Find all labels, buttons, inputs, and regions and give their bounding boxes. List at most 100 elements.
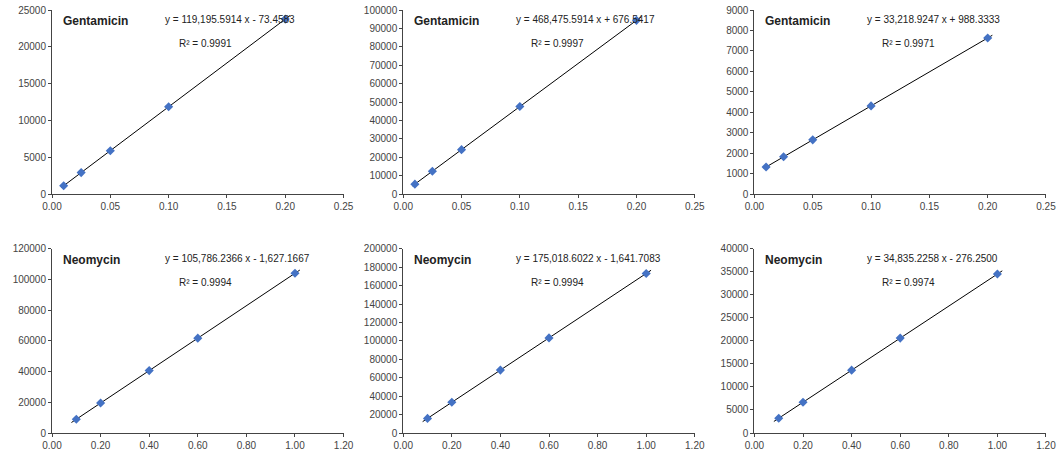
svg-text:20000: 20000	[369, 152, 397, 163]
svg-text:1.00: 1.00	[988, 440, 1008, 451]
svg-text:90000: 90000	[369, 23, 397, 34]
svg-text:0.25: 0.25	[685, 201, 705, 212]
svg-text:25000: 25000	[721, 312, 749, 323]
svg-text:0: 0	[40, 189, 46, 200]
svg-text:0.00: 0.00	[745, 201, 765, 212]
svg-text:1.00: 1.00	[285, 440, 305, 451]
svg-text:0: 0	[743, 428, 749, 439]
svg-text:Neomycin: Neomycin	[63, 253, 120, 267]
svg-text:35000: 35000	[721, 266, 749, 277]
svg-text:0.05: 0.05	[803, 201, 823, 212]
svg-text:140000: 140000	[364, 299, 398, 310]
svg-text:Neomycin: Neomycin	[765, 253, 822, 267]
svg-text:0.80: 0.80	[939, 440, 959, 451]
svg-text:0.05: 0.05	[101, 201, 121, 212]
svg-text:30000: 30000	[721, 289, 749, 300]
svg-text:0.05: 0.05	[452, 201, 472, 212]
svg-text:0.15: 0.15	[920, 201, 940, 212]
svg-text:20000: 20000	[721, 335, 749, 346]
svg-text:0.10: 0.10	[159, 201, 179, 212]
svg-text:120000: 120000	[364, 317, 398, 328]
svg-text:0.20: 0.20	[276, 201, 296, 212]
svg-text:R² = 0.9974: R² = 0.9974	[882, 277, 935, 288]
svg-text:80000: 80000	[369, 41, 397, 52]
svg-text:1000: 1000	[726, 168, 749, 179]
svg-text:1.20: 1.20	[1036, 440, 1056, 451]
svg-text:R² = 0.9971: R² = 0.9971	[882, 38, 935, 49]
svg-text:80000: 80000	[369, 354, 397, 365]
svg-text:y = 175,018.6022 x - 1,641.708: y = 175,018.6022 x - 1,641.7083	[516, 253, 661, 264]
svg-text:0.00: 0.00	[42, 201, 62, 212]
svg-text:Gentamicin: Gentamicin	[765, 14, 830, 28]
svg-text:0.80: 0.80	[588, 440, 608, 451]
svg-text:0.40: 0.40	[139, 440, 159, 451]
svg-text:0.80: 0.80	[237, 440, 257, 451]
svg-text:0.00: 0.00	[42, 440, 62, 451]
svg-text:0: 0	[743, 189, 749, 200]
svg-text:y = 119,195.5914 x - 73.4583: y = 119,195.5914 x - 73.4583	[165, 14, 295, 25]
svg-text:25000: 25000	[18, 5, 46, 16]
svg-text:4000: 4000	[726, 107, 749, 118]
svg-text:40000: 40000	[721, 243, 749, 254]
svg-text:40000: 40000	[369, 391, 397, 402]
svg-text:200000: 200000	[364, 243, 398, 254]
svg-text:5000: 5000	[726, 86, 749, 97]
svg-text:0.00: 0.00	[393, 201, 413, 212]
svg-text:1.20: 1.20	[685, 440, 705, 451]
svg-text:180000: 180000	[364, 262, 398, 273]
svg-text:0.60: 0.60	[539, 440, 559, 451]
svg-text:60000: 60000	[369, 372, 397, 383]
svg-text:100000: 100000	[13, 274, 47, 285]
svg-text:8000: 8000	[726, 25, 749, 36]
svg-text:y = 105,786.2366 x - 1,627.166: y = 105,786.2366 x - 1,627.1667	[165, 253, 310, 264]
svg-text:Gentamicin: Gentamicin	[63, 14, 128, 28]
svg-text:0.60: 0.60	[188, 440, 208, 451]
svg-text:15000: 15000	[18, 78, 46, 89]
svg-text:60000: 60000	[18, 335, 46, 346]
svg-text:0.20: 0.20	[442, 440, 462, 451]
svg-text:y = 468,475.5914 x + 676.5417: y = 468,475.5914 x + 676.5417	[516, 14, 655, 25]
svg-text:50000: 50000	[369, 97, 397, 108]
svg-text:60000: 60000	[369, 78, 397, 89]
svg-text:10000: 10000	[369, 170, 397, 181]
svg-text:0.10: 0.10	[510, 201, 530, 212]
svg-text:40000: 40000	[369, 115, 397, 126]
svg-text:R² = 0.9997: R² = 0.9997	[531, 38, 584, 49]
svg-text:80000: 80000	[18, 305, 46, 316]
svg-text:R² = 0.9994: R² = 0.9994	[179, 277, 232, 288]
svg-text:0.00: 0.00	[745, 440, 765, 451]
svg-text:20000: 20000	[18, 397, 46, 408]
svg-text:40000: 40000	[18, 366, 46, 377]
svg-text:160000: 160000	[364, 280, 398, 291]
svg-text:100000: 100000	[364, 5, 398, 16]
svg-text:0: 0	[392, 428, 398, 439]
svg-text:1.00: 1.00	[636, 440, 656, 451]
svg-text:10000: 10000	[721, 381, 749, 392]
svg-text:1.20: 1.20	[334, 440, 354, 451]
svg-text:7000: 7000	[726, 45, 749, 56]
svg-text:0.25: 0.25	[1036, 201, 1056, 212]
svg-text:3000: 3000	[726, 127, 749, 138]
svg-text:0.25: 0.25	[334, 201, 354, 212]
svg-text:0.40: 0.40	[491, 440, 511, 451]
svg-text:0: 0	[392, 189, 398, 200]
svg-text:R² = 0.9991: R² = 0.9991	[179, 38, 232, 49]
svg-text:10000: 10000	[18, 115, 46, 126]
svg-text:20000: 20000	[369, 409, 397, 420]
svg-text:9000: 9000	[726, 5, 749, 16]
svg-text:0.15: 0.15	[217, 201, 237, 212]
svg-text:100000: 100000	[364, 335, 398, 346]
svg-text:2000: 2000	[726, 148, 749, 159]
svg-text:Gentamicin: Gentamicin	[414, 14, 479, 28]
svg-text:0.00: 0.00	[393, 440, 413, 451]
svg-text:120000: 120000	[13, 243, 47, 254]
svg-text:0.10: 0.10	[861, 201, 881, 212]
svg-text:5000: 5000	[24, 152, 47, 163]
svg-text:20000: 20000	[18, 41, 46, 52]
svg-text:R² = 0.9994: R² = 0.9994	[531, 277, 584, 288]
svg-text:y = 34,835.2258 x - 276.2500: y = 34,835.2258 x - 276.2500	[867, 253, 998, 264]
svg-text:Neomycin: Neomycin	[414, 253, 471, 267]
svg-text:0.15: 0.15	[568, 201, 588, 212]
svg-text:5000: 5000	[726, 404, 749, 415]
svg-text:0.60: 0.60	[890, 440, 910, 451]
